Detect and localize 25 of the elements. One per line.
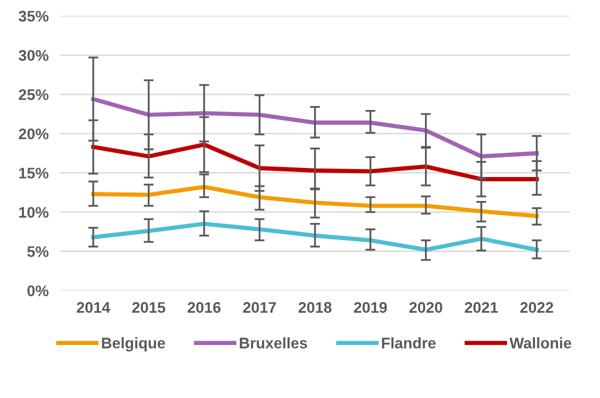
legend-label: Belgique <box>102 337 166 352</box>
x-tick-label: 2017 <box>243 302 276 313</box>
y-tick-label: 25% <box>18 89 48 100</box>
legend-label: Bruxelles <box>240 337 308 348</box>
y-tick-label: 5% <box>27 246 48 257</box>
line-series <box>91 142 539 182</box>
x-tick-label: 2015 <box>132 302 166 313</box>
x-tick-label: 2014 <box>76 302 110 313</box>
x-tick-label: 2022 <box>520 302 554 313</box>
x-tick-label: 2019 <box>354 302 387 313</box>
y-tick-label: 35% <box>18 10 48 22</box>
x-tick-label: 2018 <box>298 302 332 313</box>
x-tick-label: 2021 <box>464 302 498 313</box>
y-tick-label: 30% <box>18 50 48 61</box>
legend-label: Wallonie <box>510 337 572 348</box>
x-tick-label: 2016 <box>188 302 221 313</box>
line-series <box>91 184 539 218</box>
legend-label: Flandre <box>382 337 436 348</box>
y-tick-label: 0% <box>27 285 48 296</box>
y-tick-label: 10% <box>19 206 48 218</box>
x-tick-label: 2020 <box>409 302 442 313</box>
line-series <box>91 97 539 158</box>
y-tick-label: 20% <box>18 128 48 140</box>
y-tick-label: 15% <box>19 168 48 179</box>
line-series <box>91 222 539 252</box>
